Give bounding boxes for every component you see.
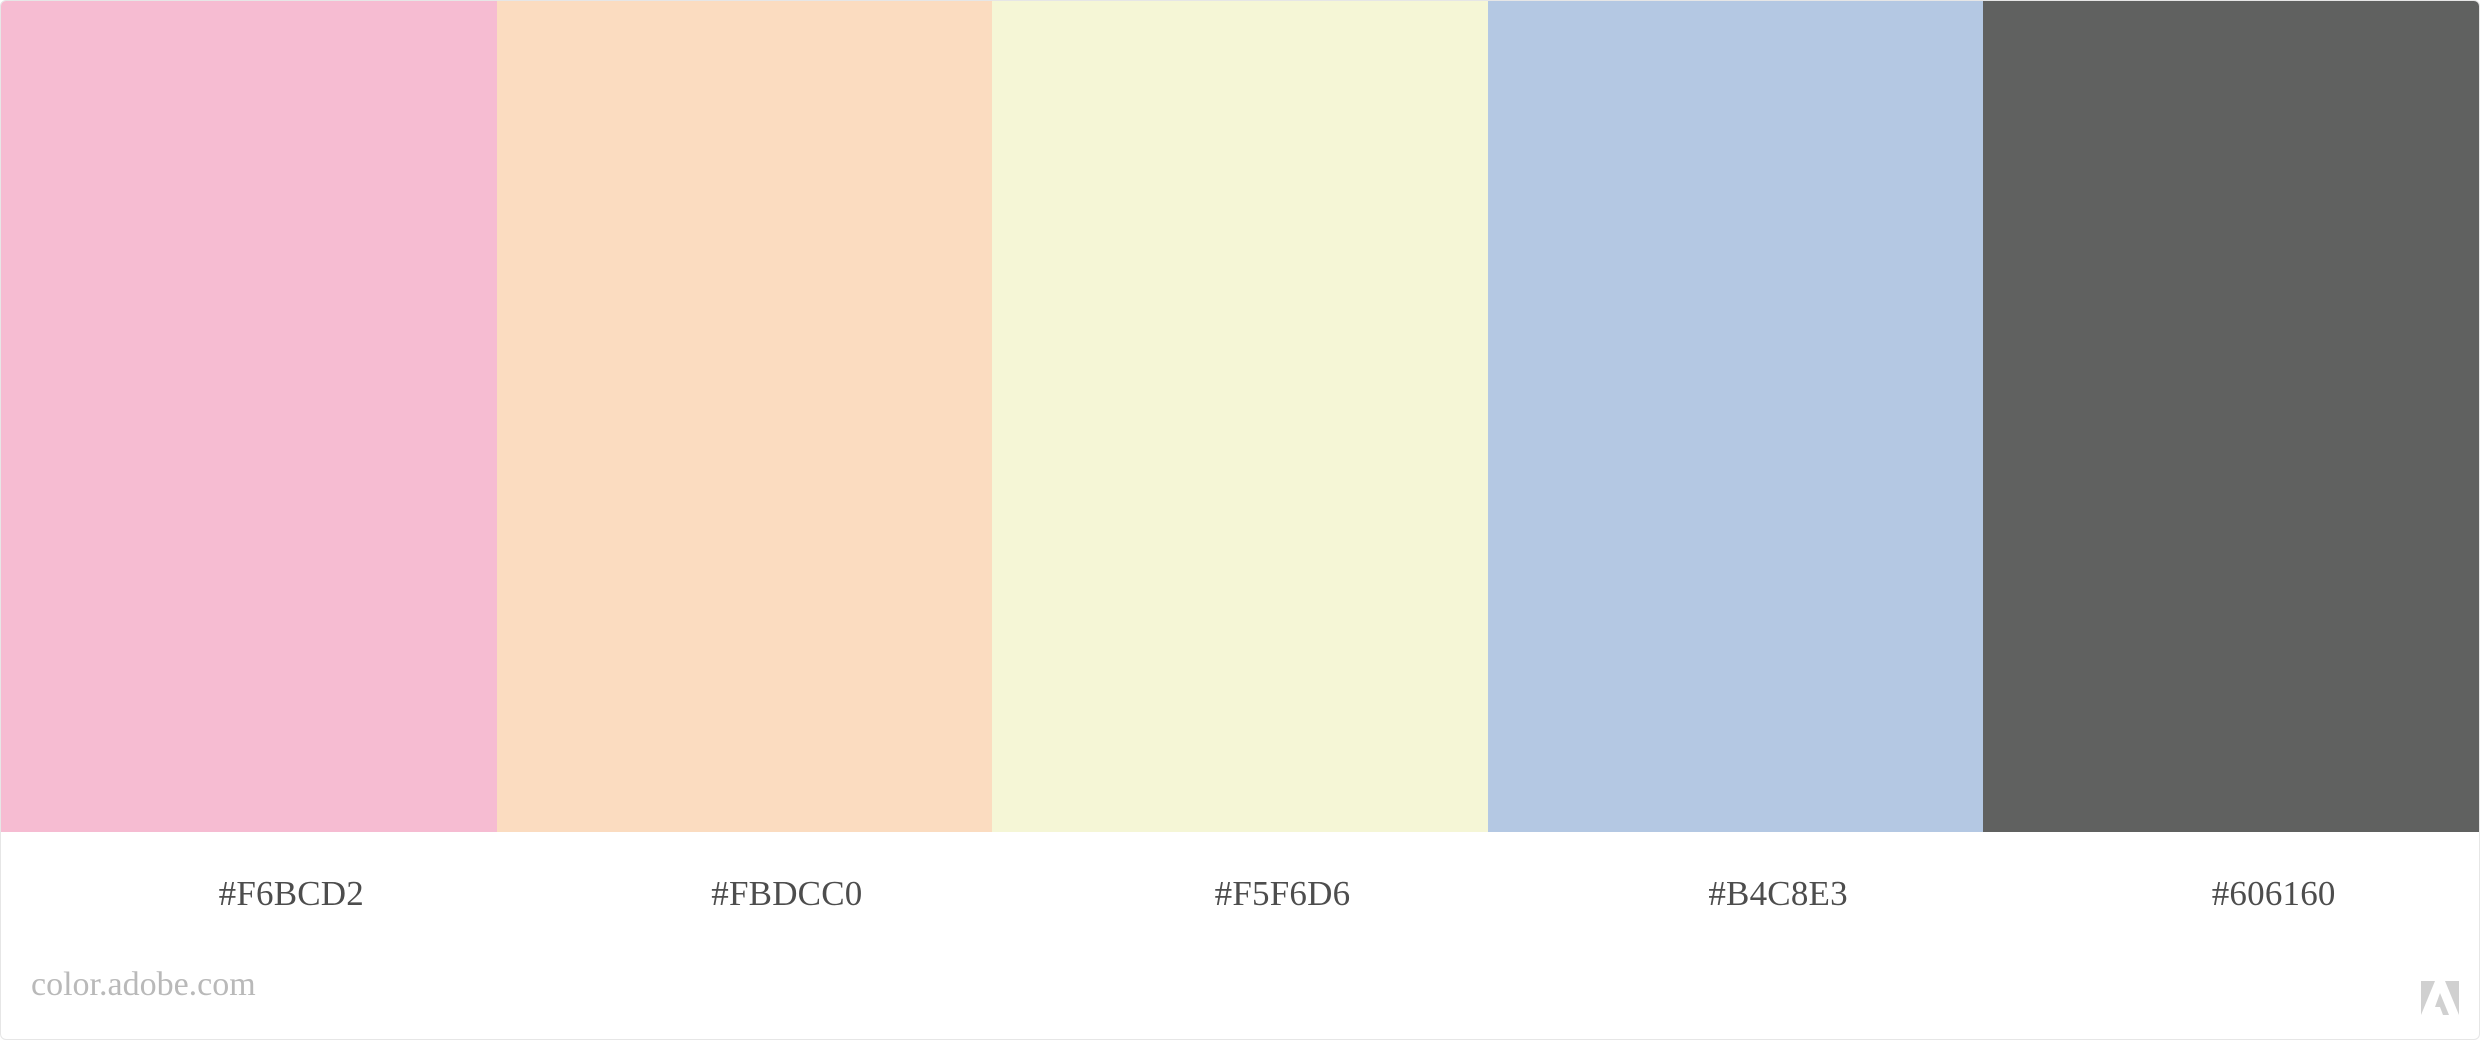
adobe-logo-icon xyxy=(2421,981,2459,1015)
hex-code-row: #F6BCD2 #FBDCC0 #F5F6D6 #B4C8E3 #606160 xyxy=(1,832,2479,962)
color-swatch-5[interactable] xyxy=(1983,1,2479,832)
hex-code-2[interactable]: #FBDCC0 xyxy=(711,874,863,913)
color-swatch-2[interactable] xyxy=(496,1,993,832)
hex-code-4[interactable]: #B4C8E3 xyxy=(1708,874,1848,913)
color-swatch-3[interactable] xyxy=(992,1,1488,832)
hex-code-3[interactable]: #F5F6D6 xyxy=(1214,874,1351,913)
adobe-logo-right-shape xyxy=(2445,981,2459,1015)
swatch-row xyxy=(1,1,2479,832)
adobe-logo-center-shape xyxy=(2435,993,2449,1015)
adobe-logo-left-shape xyxy=(2421,981,2435,1015)
hex-code-5[interactable]: #606160 xyxy=(2211,874,2336,913)
color-swatch-4[interactable] xyxy=(1487,1,1984,832)
hex-code-1[interactable]: #F6BCD2 xyxy=(218,874,364,913)
color-swatch-1[interactable] xyxy=(1,1,497,832)
site-watermark: color.adobe.com xyxy=(31,966,256,1003)
